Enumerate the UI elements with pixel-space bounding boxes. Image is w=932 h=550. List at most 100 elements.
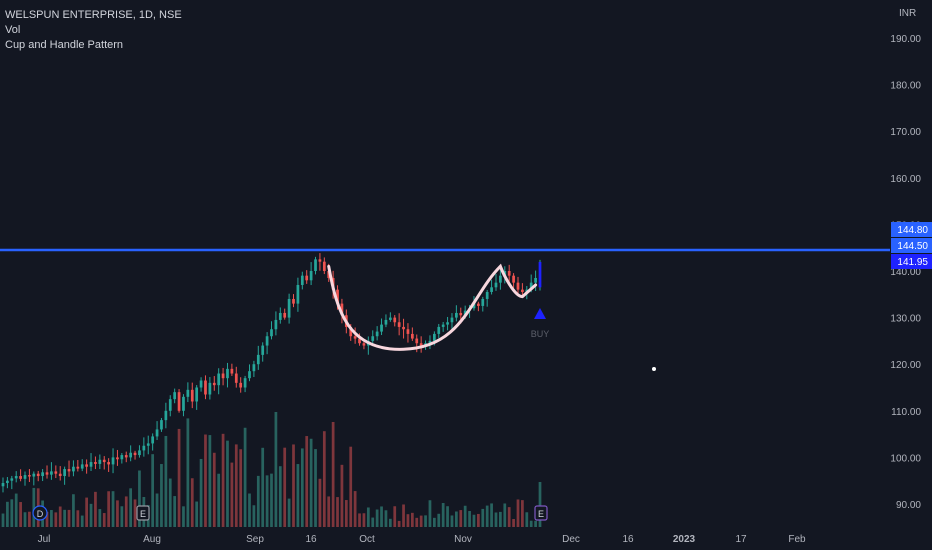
candle-body <box>234 373 238 383</box>
volume-bar <box>32 487 36 527</box>
volume-bar <box>212 452 216 527</box>
candle-body <box>160 420 163 430</box>
event-marker: D <box>32 505 48 521</box>
candle-body <box>208 382 212 395</box>
candle-body <box>314 259 317 271</box>
y-tick-label: 140.00 <box>890 267 921 278</box>
candle-body <box>168 399 172 411</box>
chart-legend: WELSPUN ENTERPRISE, 1D, NSE Vol Cup and … <box>5 8 182 53</box>
event-marker: E <box>136 505 150 521</box>
volume-bar <box>283 447 287 527</box>
volume-bar <box>72 494 75 527</box>
candle-body <box>10 478 14 481</box>
candle-body <box>186 389 190 397</box>
volume-bar <box>472 514 476 527</box>
candle-body <box>534 277 537 283</box>
x-tick-label: Dec <box>562 534 580 545</box>
candle-body <box>305 275 309 281</box>
volume-bar <box>204 434 207 527</box>
price-axis-tag: 144.50 <box>891 238 932 253</box>
symbol-title[interactable]: WELSPUN ENTERPRISE, 1D, NSE <box>5 9 182 21</box>
volume-bar <box>353 491 357 527</box>
volume-bar <box>226 440 229 527</box>
volume-bar <box>534 520 537 527</box>
volume-bar <box>252 505 256 527</box>
volume-bar <box>521 500 524 527</box>
volume-bar <box>366 507 370 527</box>
volume-bar <box>525 512 529 527</box>
candle-body <box>529 282 533 290</box>
volume-bar <box>340 464 344 527</box>
candle-body <box>402 326 405 330</box>
y-tick-label: 120.00 <box>890 360 921 371</box>
candle-body <box>362 343 366 346</box>
candle-body <box>36 473 40 477</box>
candle-body <box>309 271 313 281</box>
candle-body <box>102 459 106 463</box>
candle-body <box>217 373 221 386</box>
volume-bar <box>397 520 401 527</box>
volume-bar <box>380 506 383 527</box>
earnings-marker-icon <box>136 505 150 521</box>
candle-body <box>155 429 159 437</box>
volume-bar <box>410 512 414 527</box>
volume-bar <box>529 520 533 527</box>
candle-body <box>340 303 344 316</box>
candle-body <box>455 312 458 318</box>
candle-body <box>353 336 357 339</box>
volume-bar <box>499 511 502 527</box>
candle-body <box>485 291 489 299</box>
volume-indicator-label[interactable]: Vol <box>5 24 21 36</box>
volume-bar <box>164 435 168 527</box>
volume-bar <box>441 503 445 527</box>
volume-bar <box>459 510 463 527</box>
x-tick-label: Aug <box>143 534 161 545</box>
candle-body <box>67 469 71 472</box>
candle-body <box>397 322 401 327</box>
volume-bar <box>468 511 471 527</box>
volume-bar <box>23 512 27 527</box>
candle-body <box>459 312 463 316</box>
candle-body <box>278 312 282 320</box>
candle-body <box>477 303 480 306</box>
volume-bar <box>234 444 238 527</box>
candle-body <box>494 282 498 288</box>
candle-body <box>490 287 493 292</box>
candle-body <box>256 354 260 365</box>
candle-body <box>14 476 18 479</box>
candle-body <box>23 475 27 479</box>
volume-bar <box>243 427 247 527</box>
volume-bar <box>538 482 542 527</box>
price-tag-text: 144.50 <box>897 241 928 252</box>
volume-bar <box>230 462 234 527</box>
earnings-marker-icon <box>534 505 548 521</box>
candle-body <box>1 483 5 487</box>
candle-body <box>446 322 449 325</box>
candle-body <box>116 457 119 460</box>
candle-body <box>481 298 485 306</box>
x-tick-label: Nov <box>454 534 472 545</box>
volume-bar <box>116 500 119 527</box>
volume-bar <box>261 447 265 527</box>
candle-body <box>54 471 58 474</box>
x-tick-label: Sep <box>246 534 264 545</box>
volume-bar <box>287 498 291 527</box>
candle-body <box>432 333 436 341</box>
volume-bar <box>45 511 49 527</box>
volume-bar <box>490 503 493 527</box>
volume-bar <box>28 511 31 527</box>
y-tick-label: 170.00 <box>890 127 921 138</box>
candle-body <box>463 310 467 316</box>
volume-bar <box>270 473 273 527</box>
candle-body <box>410 333 414 339</box>
volume-bar <box>402 504 405 527</box>
volume-bar <box>485 505 489 527</box>
volume-bar <box>80 515 84 527</box>
candle-body <box>173 392 177 400</box>
candle-body <box>230 368 234 374</box>
cup-handle-indicator-label[interactable]: Cup and Handle Pattern <box>5 39 124 51</box>
candle-body <box>406 329 410 334</box>
candle-body <box>270 329 273 337</box>
event-marker: E <box>534 505 548 521</box>
